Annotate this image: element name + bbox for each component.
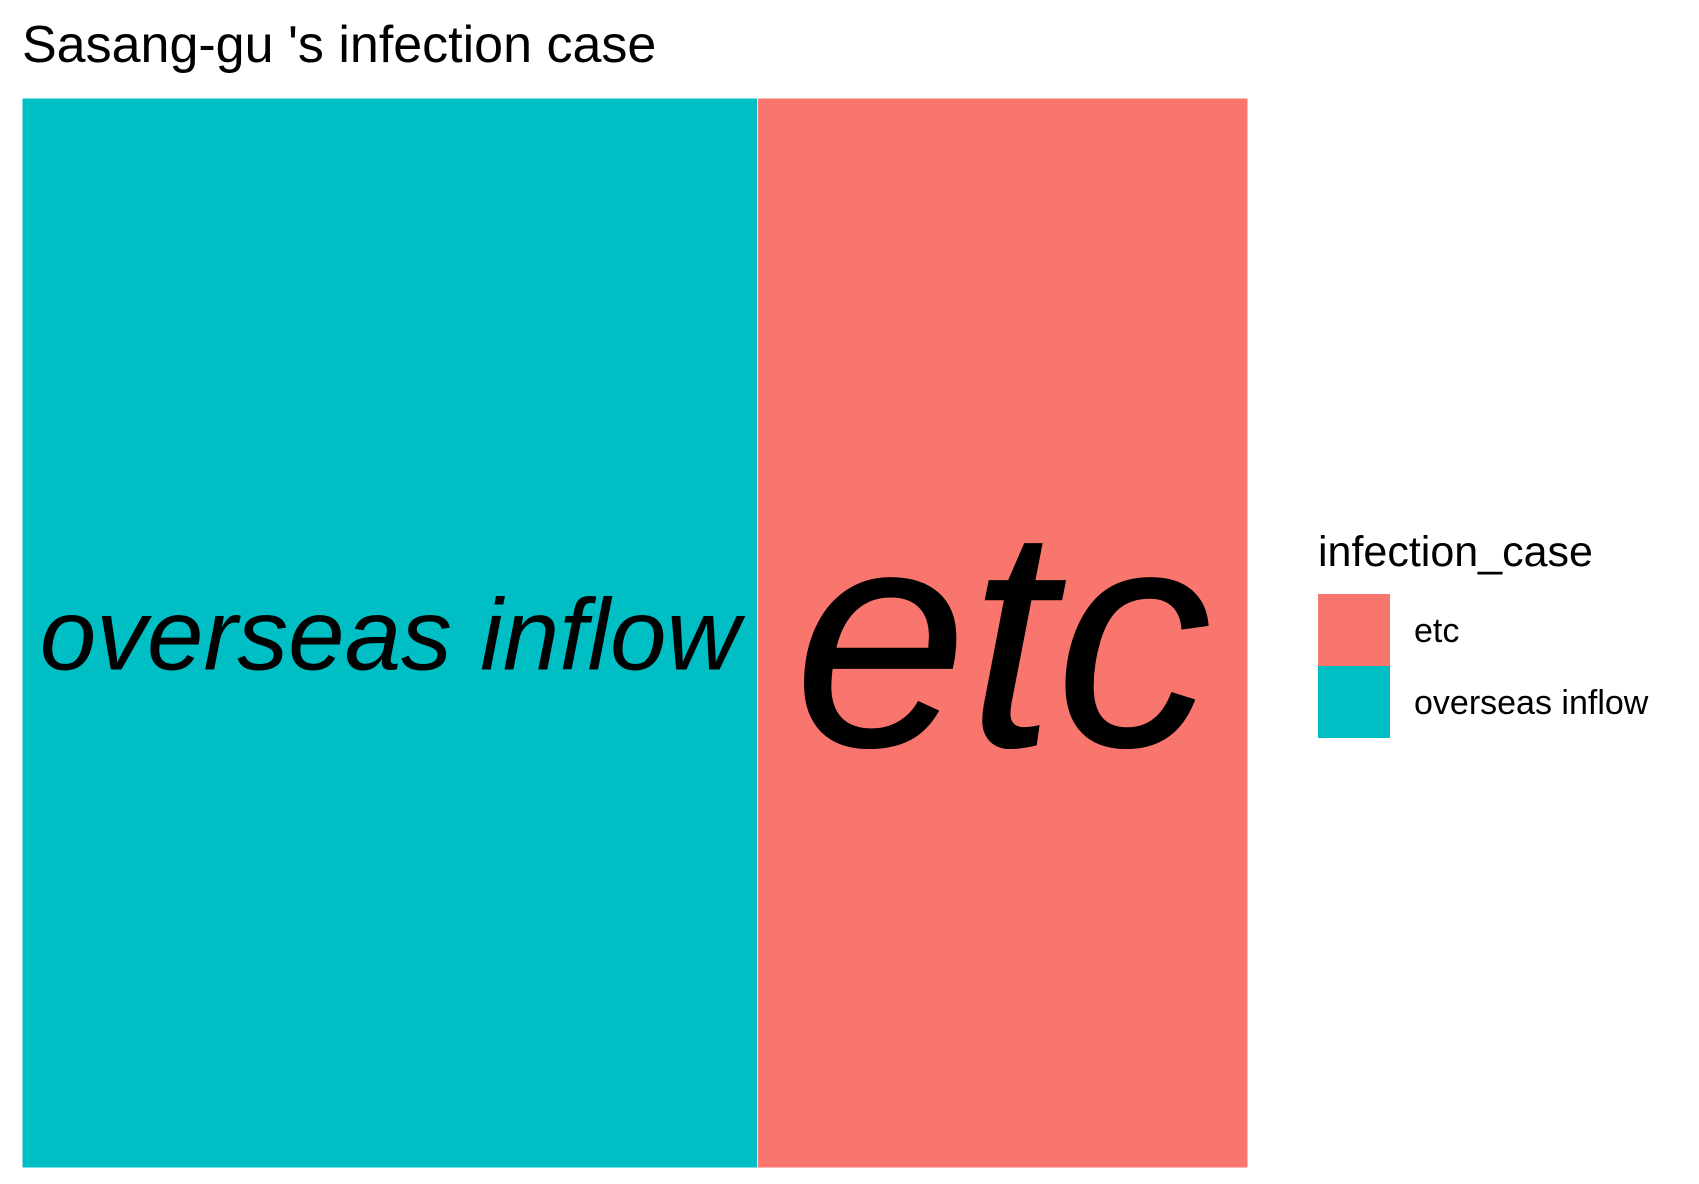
legend-key-etc — [1318, 594, 1390, 666]
legend-title: infection_case — [1318, 528, 1593, 576]
tile-etc — [757, 97, 1249, 1169]
tile-label-overseas-inflow: overseas inflow — [40, 578, 746, 692]
legend: infection_case etc overseas inflow — [1318, 528, 1649, 738]
legend-label-overseas-inflow: overseas inflow — [1414, 684, 1649, 722]
treemap-tiles: overseas inflow etc — [21, 97, 1249, 1169]
tile-overseas-inflow — [21, 97, 759, 1169]
legend-items: etc overseas inflow — [1318, 594, 1649, 738]
legend-key-overseas-inflow — [1318, 666, 1390, 738]
chart-title: Sasang-gu 's infection case — [22, 16, 656, 74]
tile-label-etc: etc — [793, 462, 1212, 813]
legend-label-etc: etc — [1414, 612, 1459, 650]
